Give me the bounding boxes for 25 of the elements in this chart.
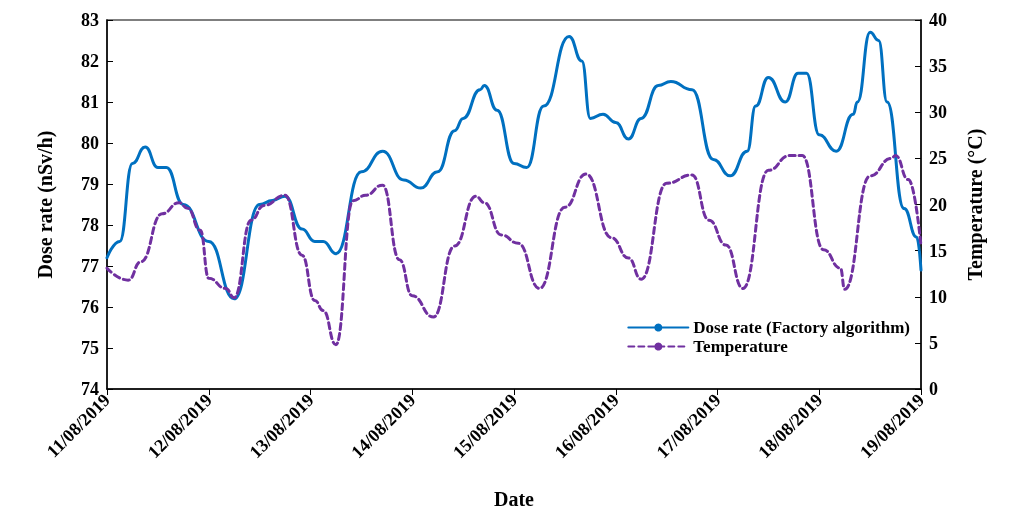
y-tick-label: 75: [81, 338, 99, 358]
y2-tick-label: 20: [929, 194, 947, 215]
line-series: [105, 30, 923, 301]
y2-tick-label: 0: [929, 379, 938, 399]
y2-tick-label: 35: [929, 56, 947, 77]
y2-tick-label: 25: [929, 148, 947, 169]
y-tick-label: 81: [81, 92, 99, 112]
y-tick-label: 79: [81, 174, 99, 194]
y2-tick-label: 40: [929, 10, 947, 30]
y-tick-label: 82: [81, 51, 99, 71]
y-tick-label: 77: [81, 256, 99, 276]
y-tick-label: 83: [81, 10, 99, 30]
y-axis-title: Dose rate (nSv/h): [34, 130, 57, 279]
y2-tick-label: 10: [929, 286, 947, 307]
legend-label: Dose rate (Factory algorithm): [693, 318, 910, 337]
y2-tick-label: 30: [929, 102, 947, 123]
x-axis-title: Date: [494, 488, 535, 510]
y2-tick-label: 15: [929, 240, 947, 261]
y2-tick-label: 5: [929, 332, 938, 353]
y-tick-label: 76: [81, 297, 99, 317]
y-tick-label: 74: [81, 379, 99, 399]
y2-axis-title: Temperature (°C): [964, 128, 987, 281]
y-tick-label: 80: [81, 133, 99, 153]
y-tick-label: 78: [81, 215, 99, 235]
legend-label: Temperature: [693, 337, 789, 356]
